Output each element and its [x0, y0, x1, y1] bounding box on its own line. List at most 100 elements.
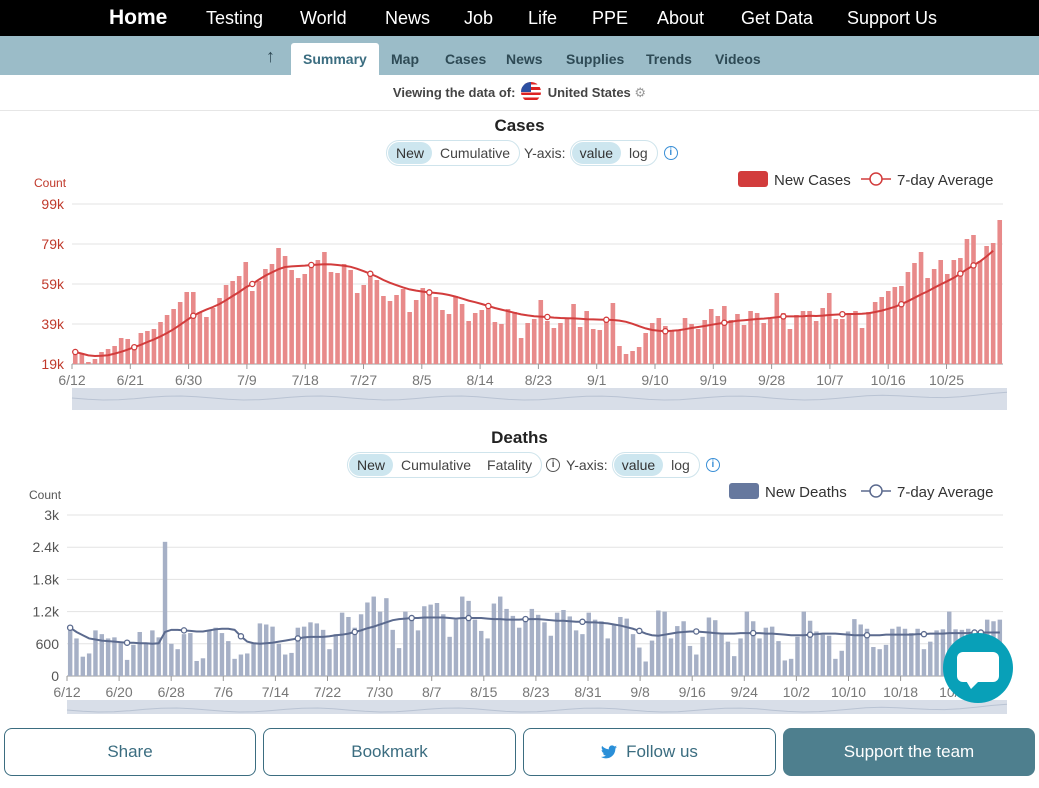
cases-scale-value[interactable]: value [571, 142, 622, 164]
bar [427, 295, 432, 364]
nav-about[interactable]: About [657, 8, 705, 28]
bar [396, 648, 402, 676]
y-tick-label: 59k [41, 276, 65, 292]
x-tick-label: 8/7 [422, 684, 442, 700]
gear-icon[interactable]: ⚙ [634, 85, 647, 100]
average-point [408, 614, 415, 622]
deaths-mode-toggle: New Cumulative Fatality [347, 452, 543, 478]
info-icon[interactable]: i [546, 458, 561, 472]
support-the-team-button[interactable]: Support the team [783, 728, 1035, 776]
bar [151, 329, 157, 364]
info-icon[interactable]: i [663, 146, 678, 160]
support-label: Support the team [843, 742, 975, 761]
nav-testing[interactable]: Testing [206, 8, 264, 28]
bar [171, 309, 176, 364]
bar [428, 604, 433, 676]
info-icon[interactable]: i [705, 458, 720, 472]
bar [623, 354, 629, 364]
average-point [522, 615, 529, 623]
bar [892, 287, 898, 364]
bar [516, 627, 522, 676]
x-tick-label: 6/28 [158, 684, 185, 700]
bar [748, 311, 753, 364]
bar [238, 654, 244, 676]
bar [781, 313, 786, 364]
bar [761, 323, 766, 364]
bar [590, 329, 596, 364]
tab-videos[interactable]: Videos [715, 51, 761, 67]
tab-news[interactable]: News [506, 51, 543, 67]
bar [434, 603, 440, 676]
bar [213, 627, 218, 676]
bar [580, 634, 585, 676]
average-point [426, 289, 433, 296]
bookmark-button[interactable]: Bookmark [263, 728, 516, 776]
nav-world[interactable]: World [300, 8, 347, 28]
bar [143, 643, 149, 676]
deaths-scale-log[interactable]: log [671, 457, 690, 473]
nav-get-data[interactable]: Get Data [741, 8, 814, 28]
nav-life[interactable]: Life [528, 8, 558, 28]
tab-map[interactable]: Map [391, 51, 419, 67]
legend-label-bars: New Deaths [765, 484, 847, 501]
arrow-up-icon[interactable]: ↑ [266, 46, 275, 66]
bar [548, 635, 554, 676]
nav-news[interactable]: News [385, 8, 431, 28]
viewing-data-of: Viewing the data of: United States ⚙ [0, 82, 1039, 102]
bar [354, 293, 360, 364]
deaths-mode-fatality[interactable]: Fatality [487, 457, 533, 473]
country-name[interactable]: United States [547, 85, 631, 100]
bar [230, 281, 235, 364]
top-navigation: Home Testing World News Job Life PPE Abo… [0, 0, 1039, 36]
bar [866, 312, 871, 364]
bar [669, 331, 675, 364]
deaths-mode-new[interactable]: New [349, 454, 394, 476]
bar [610, 303, 616, 364]
bar [137, 631, 142, 676]
tab-summary[interactable]: Summary [291, 43, 379, 75]
bar [197, 312, 203, 364]
bar [722, 306, 727, 364]
bar [599, 621, 604, 676]
tab-supplies[interactable]: Supplies [566, 51, 625, 67]
bar [348, 270, 353, 364]
bar [112, 346, 117, 364]
bar [335, 273, 340, 364]
nav-job[interactable]: Job [464, 8, 494, 28]
bar [264, 624, 269, 676]
us-flag-icon[interactable] [521, 82, 542, 102]
bar [346, 616, 351, 676]
x-tick-label: 6/30 [175, 372, 202, 388]
bar [905, 272, 911, 364]
bar [700, 636, 705, 676]
bar [794, 315, 799, 364]
bar [604, 319, 609, 364]
bar [883, 644, 889, 676]
bar [512, 312, 517, 364]
bar [223, 285, 229, 364]
x-tick-label: 8/23 [525, 372, 552, 388]
bar [971, 235, 976, 364]
bar [977, 261, 983, 364]
cases-mode-cumulative[interactable]: Cumulative [440, 145, 511, 161]
bar [879, 297, 884, 364]
chat-icon[interactable] [943, 633, 1013, 703]
deaths-scale-value[interactable]: value [613, 454, 664, 476]
tab-cases[interactable]: Cases [445, 51, 487, 67]
follow-us-button[interactable]: Follow us [523, 728, 776, 776]
share-button[interactable]: Share [4, 728, 256, 776]
bar [105, 349, 111, 364]
cases-scale-log[interactable]: log [629, 145, 648, 161]
bar [486, 308, 491, 364]
share-label: Share [107, 742, 153, 761]
average-point [237, 633, 245, 640]
average-point [351, 628, 359, 636]
tab-trends[interactable]: Trends [646, 51, 692, 67]
deaths-mode-cumulative[interactable]: Cumulative [401, 457, 472, 473]
x-tick-label: 8/15 [470, 684, 497, 700]
bar [676, 330, 681, 364]
nav-ppe[interactable]: PPE [592, 8, 629, 28]
nav-home[interactable]: Home [109, 6, 168, 29]
nav-support-us[interactable]: Support Us [847, 8, 938, 28]
cases-mode-new[interactable]: New [388, 142, 433, 164]
